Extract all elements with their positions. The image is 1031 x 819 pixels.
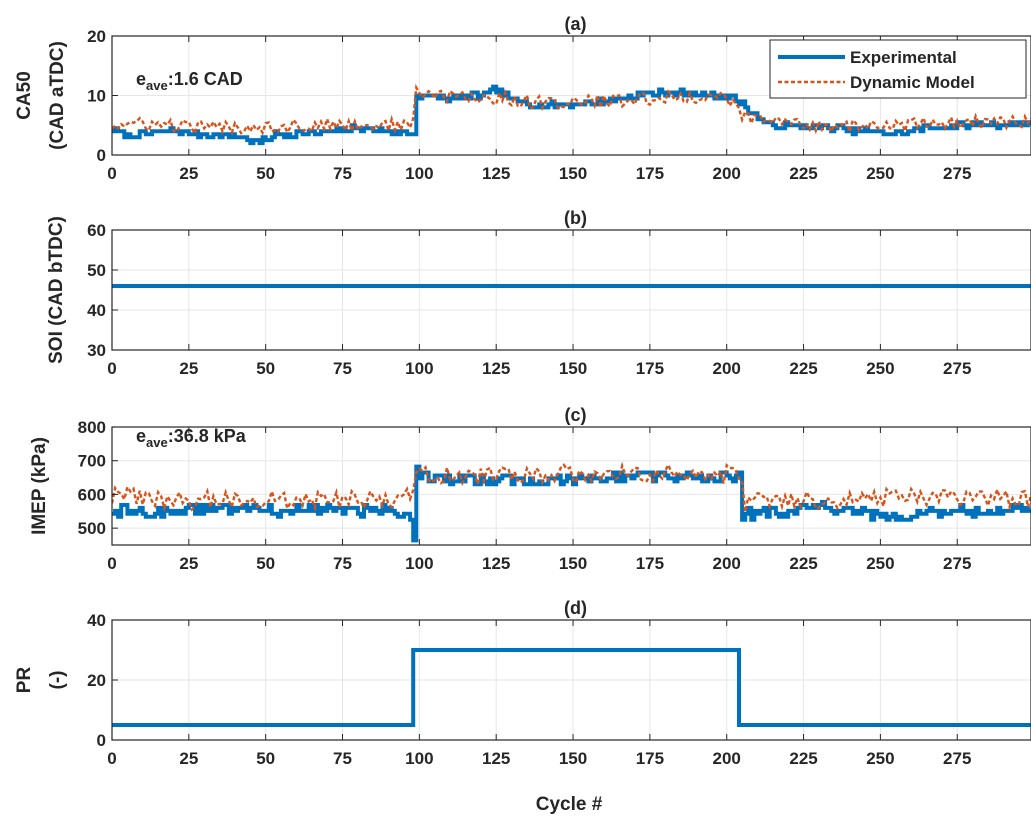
- y-tick-label: 30: [87, 341, 106, 360]
- x-tick-label: 125: [482, 749, 510, 768]
- y-tick-label: 700: [78, 452, 106, 471]
- axes-box: [111, 426, 1031, 546]
- x-tick-label: 125: [482, 554, 510, 573]
- y-tick-label: 40: [87, 301, 106, 320]
- x-tick-label: 50: [256, 164, 275, 183]
- x-tick-label: 150: [559, 554, 587, 573]
- x-tick-label: 25: [179, 749, 198, 768]
- x-tick-label: 75: [333, 554, 352, 573]
- series-group: [112, 83, 1031, 146]
- x-tick-label: 175: [636, 554, 664, 573]
- x-tick-label: 225: [789, 164, 817, 183]
- x-tick-label: 250: [866, 359, 894, 378]
- y-tick-label: 60: [87, 221, 106, 240]
- series-experimental: [112, 84, 1031, 146]
- x-tick-label: 275: [943, 164, 971, 183]
- x-tick-label: 150: [559, 749, 587, 768]
- y-axis-label: PR: [14, 667, 35, 694]
- x-tick-label: 100: [405, 554, 433, 573]
- x-tick-label: 250: [866, 554, 894, 573]
- y-tick-label: 0: [97, 731, 106, 750]
- x-tick-label: 150: [559, 359, 587, 378]
- legend-box: [769, 39, 1027, 99]
- x-tick-label: 125: [482, 164, 510, 183]
- legend: Experimental Dynamic Model: [769, 39, 1027, 99]
- x-tick-label: 200: [713, 359, 741, 378]
- series-dynamic-model: [112, 461, 1031, 513]
- x-tick-label: 100: [405, 164, 433, 183]
- y-tick-label: 500: [78, 519, 106, 538]
- x-tick-label: 0: [107, 164, 116, 183]
- x-tick-label: 225: [789, 359, 817, 378]
- series-dynamic-model: [112, 83, 1031, 137]
- panel-title: (d): [564, 598, 587, 618]
- x-tick-label: 50: [256, 749, 275, 768]
- panel-c: 0 25 50 75 100 125 150 175 200 225 250 275 500 600 700…: [29, 405, 1031, 573]
- series-experimental: [112, 648, 1031, 727]
- x-tick-label: 200: [713, 164, 741, 183]
- x-tick-label: 75: [333, 164, 352, 183]
- series-group: [112, 461, 1031, 543]
- x-tick-label: 275: [943, 359, 971, 378]
- panel-b: 0 25 50 75 100 125 150 175 200 225 250 275 30 40 50 60 (…: [46, 208, 1031, 378]
- y-tick-label: 20: [87, 671, 106, 690]
- x-tick-label: 225: [789, 554, 817, 573]
- y-tick-label: 0: [97, 146, 106, 165]
- y-axis-label: SOI (CAD bTDC): [46, 216, 67, 364]
- x-tick-label: 0: [107, 359, 116, 378]
- x-tick-label: 275: [943, 749, 971, 768]
- y-tick-label: 600: [78, 485, 106, 504]
- x-tick-label: 150: [559, 164, 587, 183]
- x-tick-label: 50: [256, 359, 275, 378]
- panel-title: (a): [565, 14, 587, 34]
- y-tick-label: 10: [87, 87, 106, 106]
- x-tick-label: 100: [405, 749, 433, 768]
- y-tick-label: 50: [87, 261, 106, 280]
- x-tick-label: 250: [866, 749, 894, 768]
- x-tick-label: 25: [179, 359, 198, 378]
- x-tick-label: 275: [943, 554, 971, 573]
- series-group: [112, 648, 1031, 727]
- panel-d: 0 25 50 75 100 125 150 175 200 225 250 275 0 20 40 (d) P…: [14, 598, 1031, 768]
- y-tick-label: 20: [87, 27, 106, 46]
- y-axis-label: (CAD aTDC): [47, 41, 68, 150]
- error-annotation: eave:36.8 kPa: [136, 426, 247, 450]
- legend-label: Experimental: [850, 48, 957, 67]
- x-tick-label: 175: [636, 749, 664, 768]
- x-tick-label: 75: [333, 359, 352, 378]
- y-axis-label: CA50: [14, 71, 35, 120]
- axes-box: [111, 229, 1031, 351]
- plot-area: [112, 230, 1031, 350]
- error-annotation: eave:1.6 CAD: [136, 69, 243, 93]
- y-axis-label: IMEP (kPa): [29, 437, 50, 535]
- x-tick-label: 25: [179, 554, 198, 573]
- x-tick-label: 100: [405, 359, 433, 378]
- x-tick-label: 175: [636, 359, 664, 378]
- legend-label: Dynamic Model: [850, 73, 975, 92]
- panel-title: (c): [565, 405, 587, 425]
- y-axis-label: (-): [47, 671, 68, 690]
- x-tick-label: 250: [866, 164, 894, 183]
- x-tick-label: 0: [107, 749, 116, 768]
- panel-title: (b): [564, 208, 587, 228]
- x-tick-label: 0: [107, 554, 116, 573]
- x-tick-label: 125: [482, 359, 510, 378]
- x-tick-label: 25: [179, 164, 198, 183]
- x-tick-label: 225: [789, 749, 817, 768]
- x-tick-label: 200: [713, 554, 741, 573]
- x-tick-label: 50: [256, 554, 275, 573]
- y-tick-label: 800: [78, 418, 106, 437]
- x-tick-label: 75: [333, 749, 352, 768]
- x-tick-label: 200: [713, 749, 741, 768]
- y-tick-label: 40: [87, 611, 106, 630]
- x-tick-label: 175: [636, 164, 664, 183]
- x-axis-label: Cycle #: [536, 794, 603, 815]
